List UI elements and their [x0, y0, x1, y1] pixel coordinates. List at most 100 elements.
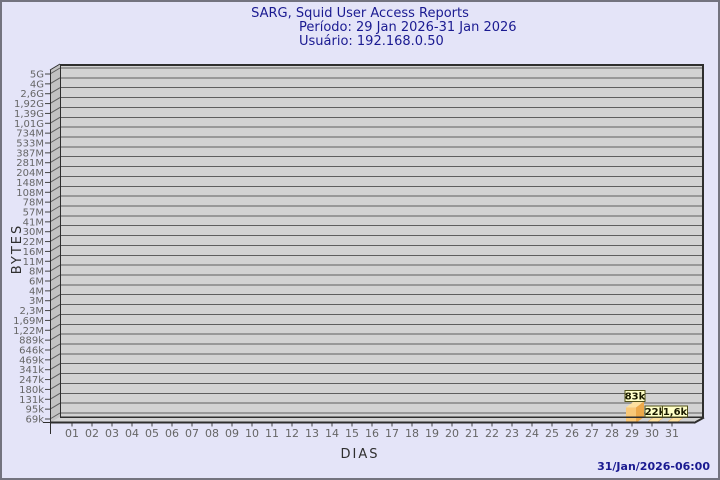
- y-tick-label: 889k: [19, 336, 44, 347]
- gridline-wall-segment: [49, 244, 61, 252]
- wall-top-diagonal: [49, 63, 61, 71]
- gridline-wall-segment: [49, 304, 61, 312]
- x-tick-label: 03: [105, 427, 119, 440]
- x-tick-label: 31: [665, 427, 679, 440]
- gridline-wall-segment: [49, 412, 61, 420]
- gridline-wall-segment: [49, 382, 61, 390]
- bar-value-box-day-29: [624, 389, 646, 402]
- gridline-wall-segment: [49, 205, 61, 213]
- y-tick-label: 1,39G: [14, 109, 44, 120]
- gridline-wall-segment: [49, 392, 61, 400]
- x-tick-label: 20: [445, 427, 459, 440]
- bar-value-label-day-29: 83k: [625, 391, 646, 402]
- x-tick-label: 23: [505, 427, 519, 440]
- x-tick-label: 07: [185, 427, 199, 440]
- y-tick-label: 6M: [29, 277, 44, 288]
- y-tick-label: 5G: [30, 70, 44, 81]
- x-tick-label: 30: [645, 427, 659, 440]
- y-tick-label: 78M: [23, 198, 44, 209]
- plot-corner-diagonal: [693, 416, 705, 424]
- gridline-wall-segment: [49, 323, 61, 331]
- y-tick-label: 69k: [25, 415, 44, 426]
- plot-left-wall: [50, 64, 60, 423]
- y-tick-label: 734M: [16, 129, 44, 140]
- y-tick-label: 1,01G: [14, 119, 44, 130]
- y-tick-label: 148M: [16, 178, 44, 189]
- chart-title: SARG, Squid User Access Reports: [251, 6, 469, 21]
- y-tick-label: 469k: [19, 355, 44, 366]
- gridline-wall-segment: [49, 235, 61, 243]
- generation-timestamp: 31/Jan/2026-06:00: [597, 460, 710, 473]
- y-tick-label: 57M: [23, 208, 44, 219]
- y-tick-label: 4G: [30, 79, 44, 90]
- y-tick-label: 180k: [19, 385, 44, 396]
- y-tick-label: 2,6G: [20, 89, 44, 100]
- y-tick-label: 3M: [29, 296, 44, 307]
- x-tick-label: 10: [245, 427, 259, 440]
- y-tick-label: 1,69M: [13, 316, 44, 327]
- x-tick-label: 09: [225, 427, 239, 440]
- y-tick-label: 646k: [19, 346, 44, 357]
- gridline-wall-segment: [49, 215, 61, 223]
- gridline-wall-segment: [49, 313, 61, 321]
- y-tick-label: 16M: [23, 247, 44, 258]
- gridline-wall-segment: [49, 254, 61, 262]
- gridline-wall-segment: [49, 333, 61, 341]
- y-tick-label: 281M: [16, 158, 44, 169]
- y-tick-label: 4M: [29, 286, 44, 297]
- gridline-wall-segment: [49, 294, 61, 302]
- gridline-wall-segment: [49, 402, 61, 410]
- gridline-wall-segment: [49, 225, 61, 233]
- chart-period-line: Período: 29 Jan 2026-31 Jan 2026: [299, 20, 517, 35]
- gridline-wall-segment: [49, 274, 61, 282]
- x-tick-label: 17: [385, 427, 399, 440]
- gridline-wall-segment: [49, 284, 61, 292]
- y-tick-label: 108M: [16, 188, 44, 199]
- y-tick-label: 341k: [19, 365, 44, 376]
- gridline-wall-segment: [49, 156, 61, 164]
- x-axis-title: DIAS: [340, 447, 380, 462]
- x-tick-label: 19: [425, 427, 439, 440]
- x-tick-label: 06: [165, 427, 179, 440]
- gridline-wall-segment: [49, 185, 61, 193]
- x-tick-label: 25: [545, 427, 559, 440]
- gridline-wall-segment: [49, 175, 61, 183]
- x-tick-label: 15: [345, 427, 359, 440]
- y-tick-label: 533M: [16, 139, 44, 150]
- y-tick-label: 8M: [29, 267, 44, 278]
- gridline-wall-segment: [49, 166, 61, 174]
- x-tick-label: 05: [145, 427, 159, 440]
- y-tick-label: 11M: [23, 257, 44, 268]
- bar-value-box-day-31: [662, 405, 688, 418]
- x-tick-label: 26: [565, 427, 579, 440]
- bar-value-label-day-31: 1,6k: [663, 407, 688, 418]
- y-tick-label: 1,92G: [14, 99, 44, 110]
- gridline-wall-segment: [49, 106, 61, 114]
- chart-user-line: Usuário: 192.168.0.50: [299, 34, 444, 49]
- gridline-wall-segment: [49, 87, 61, 95]
- gridline-wall-segment: [49, 195, 61, 203]
- y-tick-label: 387M: [16, 148, 44, 159]
- gridline-wall-segment: [49, 363, 61, 371]
- x-tick-label: 14: [325, 427, 339, 440]
- y-tick-label: 30M: [23, 227, 44, 238]
- gridline-wall-segment: [49, 373, 61, 381]
- x-tick-label: 13: [305, 427, 319, 440]
- y-tick-label: 1,22M: [13, 326, 44, 337]
- x-tick-label: 21: [465, 427, 479, 440]
- y-tick-label: 95k: [25, 405, 44, 416]
- gridline-wall-segment: [49, 136, 61, 144]
- x-tick-label: 01: [65, 427, 79, 440]
- y-tick-label: 247k: [19, 375, 44, 386]
- x-tick-label: 24: [525, 427, 539, 440]
- gridline-wall-segment: [49, 146, 61, 154]
- y-tick-label: 131k: [19, 395, 44, 406]
- x-tick-label: 12: [285, 427, 299, 440]
- gridline-wall-segment: [49, 77, 61, 85]
- gridline-wall-segment: [49, 353, 61, 361]
- x-tick-label: 29: [625, 427, 639, 440]
- y-tick-label: 204M: [16, 168, 44, 179]
- plot-background: [60, 64, 704, 417]
- x-tick-label: 08: [205, 427, 219, 440]
